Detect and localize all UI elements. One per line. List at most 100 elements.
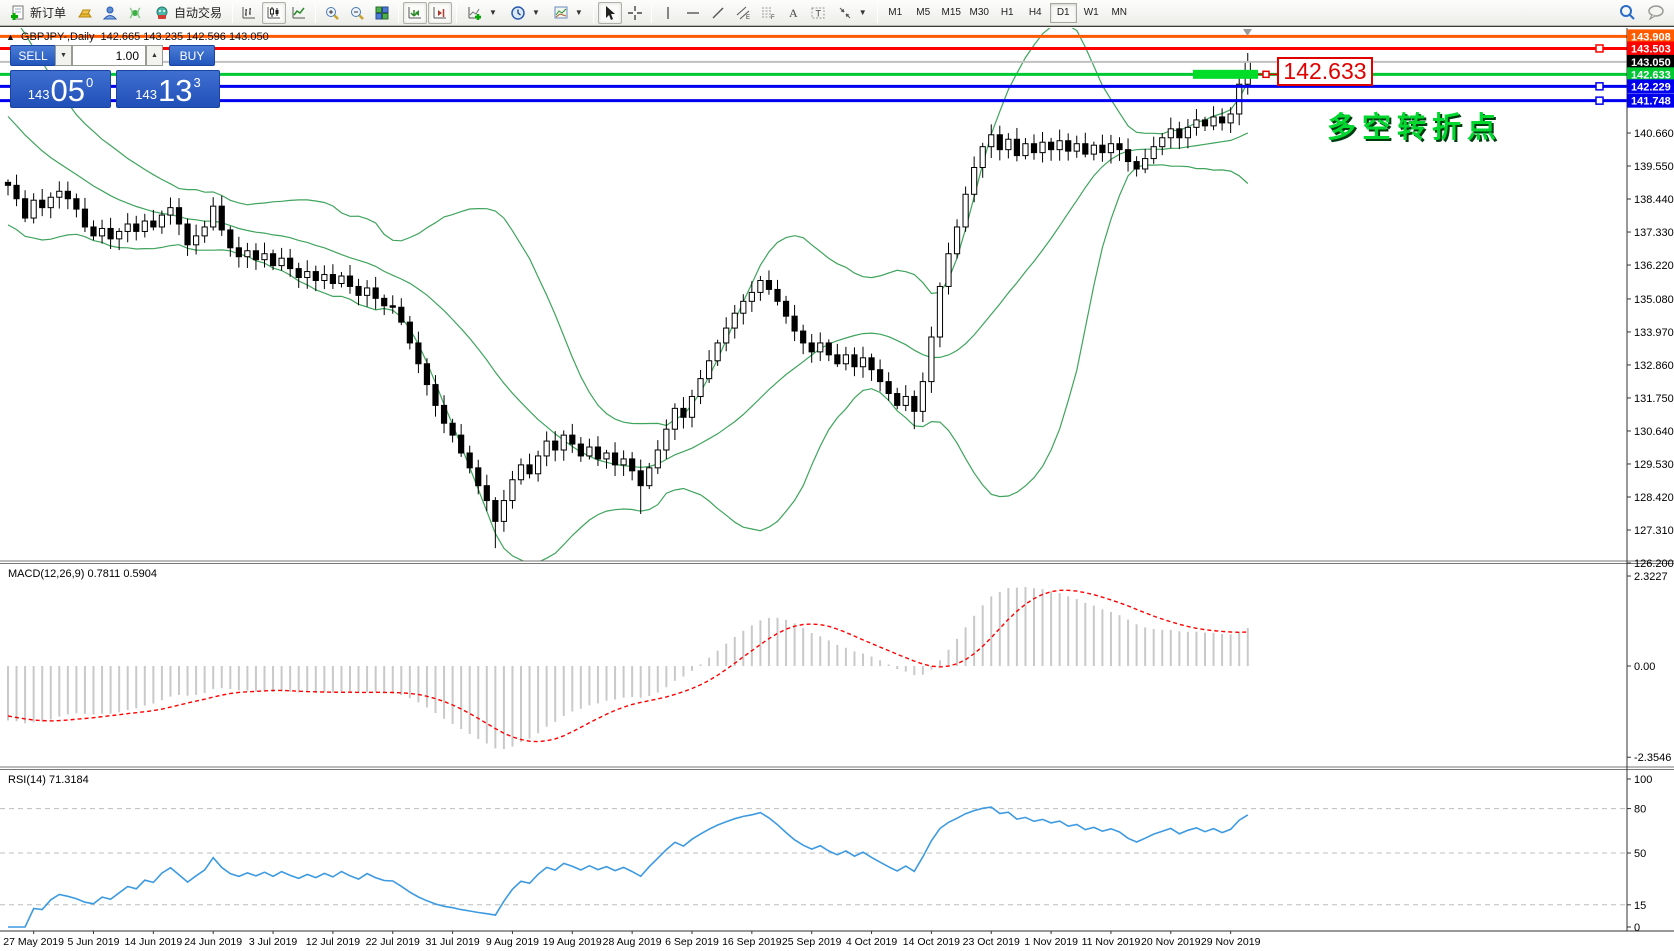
buy-price-pip: 3: [193, 75, 201, 90]
volume-down-button[interactable]: ▼: [55, 45, 72, 66]
autotrade-button[interactable]: 自动交易: [148, 2, 228, 24]
highlight-bar-annotation[interactable]: [1193, 69, 1258, 79]
sell-button[interactable]: SELL: [10, 45, 56, 66]
line-chart-button[interactable]: [287, 2, 311, 24]
price-axis-tick: 137.330: [1634, 227, 1674, 239]
date-label: 29 Nov 2019: [1201, 936, 1261, 948]
timeframe-button-M5[interactable]: M5: [916, 7, 931, 18]
buy-price-tile[interactable]: 143 13 3: [116, 70, 220, 108]
svg-text:T: T: [815, 8, 821, 18]
hline-handle[interactable]: [1595, 96, 1604, 105]
macd-axis-tick: 0.00: [1634, 661, 1655, 673]
autotrade-label: 自动交易: [174, 6, 223, 20]
date-label: 4 Oct 2019: [846, 936, 898, 948]
cursor-button[interactable]: [597, 1, 622, 24]
main-chart-panel[interactable]: [4, 28, 1251, 564]
clock-icon: [511, 5, 525, 20]
signal-button[interactable]: [123, 2, 147, 24]
vertical-line-button[interactable]: [656, 2, 680, 24]
price-axis-tick: 135.080: [1634, 294, 1674, 306]
toolbar-separator: [650, 2, 652, 23]
chart-shift-button[interactable]: [428, 1, 453, 24]
timeframe-button-H4[interactable]: H4: [1028, 7, 1042, 18]
crosshair-button[interactable]: [623, 2, 647, 24]
sell-price-tile[interactable]: 143 05 0: [10, 70, 111, 108]
rsi-axis-tick: 15: [1634, 900, 1646, 912]
templates-button[interactable]: ▼: [547, 2, 589, 24]
signal-icon: [129, 6, 141, 19]
price-tag-annotation[interactable]: 142.633: [1277, 57, 1373, 86]
chart-canvas[interactable]: 140.660 139.550 138.440 137.330 136.220 135.0…: [0, 28, 1674, 951]
periods-button[interactable]: ▼: [504, 2, 546, 24]
arrows-button[interactable]: ▼: [831, 2, 873, 24]
hline-handle[interactable]: [1595, 44, 1604, 53]
text-button[interactable]: A: [781, 2, 805, 24]
collapse-panel-icon[interactable]: ▲: [6, 32, 15, 42]
horizontal-lines[interactable]: [0, 34, 1627, 105]
zoom-out-icon: [351, 6, 364, 20]
cursor-icon: [605, 5, 615, 20]
sell-price-prefix: 143: [27, 87, 50, 102]
tile-windows-button[interactable]: [370, 2, 394, 24]
price-axis-tick: 139.550: [1634, 161, 1674, 173]
profile-button[interactable]: [98, 2, 122, 24]
axis-label-box: [1627, 41, 1674, 56]
templates-caret-icon: ▼: [574, 8, 583, 17]
auto-scroll-button[interactable]: [403, 1, 428, 24]
note-annotation[interactable]: 多空转折点: [1327, 112, 1503, 144]
search-icon[interactable]: [1618, 2, 1636, 22]
timeframe-button-D1[interactable]: D1: [1049, 2, 1077, 23]
macd-panel[interactable]: [7, 586, 1249, 750]
trendline-button[interactable]: [706, 2, 730, 24]
timeframe-button-W1[interactable]: W1: [1083, 7, 1099, 18]
ohlc-values: 142.665 143.235 142.596 143.050: [100, 31, 269, 43]
main-toolbar: 新订单 自动交易 ▼ ▼: [0, 0, 1674, 26]
date-label: 31 Jul 2019: [425, 936, 479, 948]
gold-button[interactable]: [73, 2, 97, 24]
zoom-in-button[interactable]: [320, 2, 344, 24]
bar-chart-icon: [242, 6, 256, 18]
hline-handle[interactable]: [1595, 82, 1604, 91]
horizontal-line-button[interactable]: [681, 2, 705, 24]
volume-up-button[interactable]: ▲: [146, 45, 163, 66]
bollinger-middle-band: [7, 116, 1249, 469]
price-axis: 140.660 139.550 138.440 137.330 136.220 135.0…: [1627, 128, 1674, 934]
axis-label-box: [1627, 54, 1674, 69]
chart-window[interactable]: 140.660 139.550 138.440 137.330 136.220 135.0…: [0, 26, 1674, 950]
vertical-line-icon: [667, 6, 669, 19]
tag-connector-handle[interactable]: [1262, 70, 1270, 79]
timeframe-button-M15[interactable]: M15: [941, 7, 961, 18]
text-label-button[interactable]: T: [806, 2, 830, 24]
timeframe-button-MN[interactable]: MN: [1111, 7, 1127, 18]
price-axis-tick: 136.220: [1634, 260, 1674, 272]
axis-label-text: 143.503: [1631, 43, 1671, 55]
timeframe-button-M30[interactable]: M30: [969, 7, 989, 18]
timeframe-button-H1[interactable]: H1: [1000, 7, 1014, 18]
bar-chart-button[interactable]: [237, 2, 261, 24]
volume-input[interactable]: 1.00: [72, 45, 146, 66]
buy-button[interactable]: BUY: [169, 45, 215, 66]
toolbar-separator: [456, 2, 458, 23]
channel-button[interactable]: E: [731, 2, 755, 24]
sell-price-main: 05: [50, 73, 85, 108]
zoom-out-button[interactable]: [345, 2, 369, 24]
indicators-button[interactable]: ▼: [461, 2, 503, 24]
axis-label-box: [1627, 79, 1674, 94]
candlestick-chart-button[interactable]: [262, 1, 287, 24]
chart-shift-marker[interactable]: [1243, 29, 1252, 36]
axis-label-text: 143.050: [1631, 57, 1671, 69]
text-label-icon: T: [811, 7, 825, 18]
new-order-label: 新订单: [30, 6, 67, 20]
date-label: 28 Aug 2019: [603, 936, 662, 948]
price-axis-tick: 128.420: [1634, 492, 1674, 504]
fibonacci-button[interactable]: F: [756, 2, 780, 24]
new-order-button[interactable]: 新订单: [4, 2, 72, 24]
chat-icon[interactable]: [1646, 2, 1666, 22]
timeframe-button-M1[interactable]: M1: [888, 7, 903, 18]
macd-axis-tick: 2.3227: [1634, 571, 1668, 583]
channel-icon: E: [736, 6, 750, 21]
price-axis-tick: 126.200: [1634, 558, 1674, 570]
rsi-panel[interactable]: [0, 806, 1627, 928]
rsi-line: [8, 806, 1249, 928]
